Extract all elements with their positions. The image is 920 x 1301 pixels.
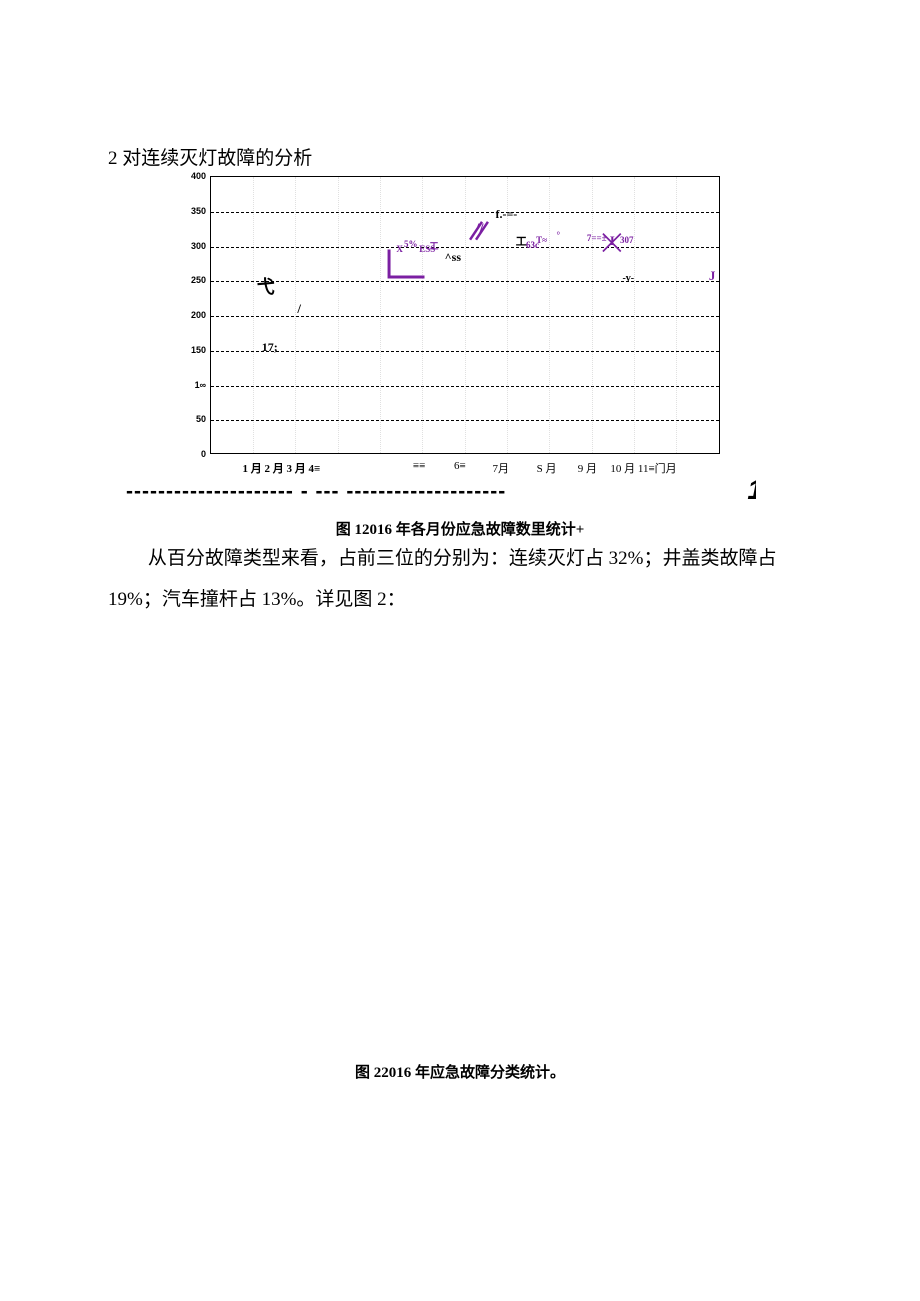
chart1-vgrid bbox=[634, 177, 635, 453]
chart1-ytick: 1∞ bbox=[180, 380, 206, 390]
chart2-caption: 图 22016 年应急故障分类统计。 bbox=[0, 1061, 920, 1082]
chart1-annotation: // bbox=[475, 221, 483, 238]
chart1-vgrid bbox=[549, 177, 550, 453]
chart1-annotation: 63c bbox=[526, 240, 539, 250]
chart1-plot-area: 弋/17;X5%工ESS^ssf.-=-//工T≈°63c7==±I307-v-… bbox=[210, 176, 720, 454]
chart1-xtick: S 月 bbox=[537, 460, 557, 476]
chart1-wrapper: 弋/17;X5%工ESS^ssf.-=-//工T≈°63c7==±I307-v-… bbox=[180, 176, 750, 478]
trailing-glyph-1: 1 bbox=[747, 480, 756, 504]
chart1-annotation: X bbox=[396, 244, 403, 254]
chart1-ytick: 350 bbox=[180, 206, 206, 216]
chart1-annotation: 17; bbox=[262, 340, 278, 355]
chart1-ytick: 250 bbox=[180, 275, 206, 285]
chart1-annotation: 7==± bbox=[587, 233, 607, 243]
chart1-vgrid bbox=[422, 177, 423, 453]
chart1-annotation: f.-=- bbox=[495, 207, 517, 222]
chart1-annotation: -v- bbox=[622, 273, 634, 284]
chart1-ytick: 300 bbox=[180, 241, 206, 251]
chart1: 弋/17;X5%工ESS^ssf.-=-//工T≈°63c7==±I307-v-… bbox=[180, 176, 740, 456]
chart1-xtick: 9 月 bbox=[578, 460, 597, 476]
chart1-annotation: ESS bbox=[419, 244, 435, 254]
chart1-ytick: 0 bbox=[180, 449, 206, 459]
chart1-annotation: 5% bbox=[404, 239, 418, 249]
chart1-ytick: 200 bbox=[180, 310, 206, 320]
chart1-annotation: J bbox=[709, 268, 716, 284]
chart1-caption: 图 12016 年各月份应急故障数里统计+ bbox=[0, 518, 920, 539]
chart1-annotation: / bbox=[297, 301, 301, 317]
paragraph-1: 从百分故障类型来看，占前三位的分别为：连续灭灯占 32%；井盖类故障占 19%；… bbox=[0, 539, 920, 621]
chart1-vgrid bbox=[253, 177, 254, 453]
chart1-annotation: 307 bbox=[620, 235, 634, 245]
chart1-annotation: ^ss bbox=[445, 250, 461, 265]
chart1-vgrid bbox=[676, 177, 677, 453]
chart1-ytick: 150 bbox=[180, 345, 206, 355]
chart1-xtick: 7月 bbox=[492, 460, 509, 476]
divider-dashes: --------------------- - --- ------------… bbox=[126, 480, 756, 504]
chart1-ytick: 50 bbox=[180, 414, 206, 424]
chart1-ytick: 400 bbox=[180, 171, 206, 181]
chart1-vgrid bbox=[592, 177, 593, 453]
chart1-vgrid bbox=[380, 177, 381, 453]
chart1-vgrid bbox=[338, 177, 339, 453]
section-title: 2 对连续灭灯故障的分析 bbox=[0, 143, 920, 170]
chart1-x-axis: 1 月 2 月 3 月 4≡ ≡≡ 6≡ 7月 S 月 9 月 10 月 11≡门月 bbox=[210, 460, 720, 478]
chart1-xtick: 10 月 11≡门月 bbox=[610, 460, 676, 476]
chart1-xtick: ≡≡ bbox=[413, 460, 425, 472]
dashes-text: --------------------- - --- ------------… bbox=[126, 480, 506, 503]
chart1-annotation: I bbox=[610, 233, 615, 249]
chart1-annotation: 弋 bbox=[257, 273, 275, 299]
chart1-vgrid bbox=[465, 177, 466, 453]
chart1-xtick: 6≡ bbox=[454, 460, 466, 472]
chart1-annotation: ° bbox=[556, 230, 560, 240]
chart1-xtick: 1 月 2 月 3 月 4≡ bbox=[243, 460, 321, 476]
